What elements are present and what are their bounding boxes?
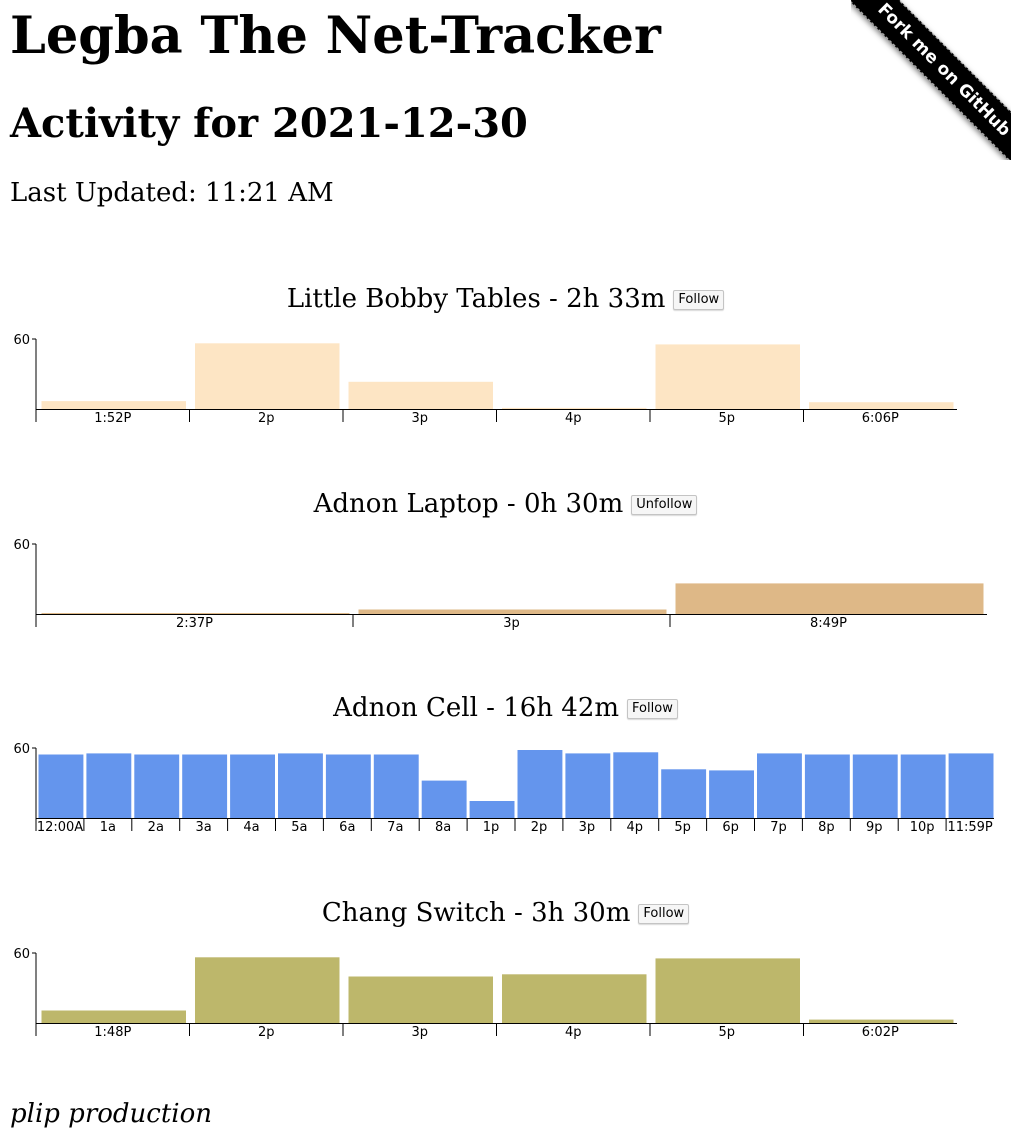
x-tick-label: 5a	[291, 820, 307, 835]
chart-title: Adnon Laptop - 0h 30m Unfollow	[0, 489, 1011, 519]
x-tick-label: 4p	[565, 1025, 582, 1040]
x-tick-label: 10p	[910, 820, 935, 835]
x-tick-label: 4p	[565, 411, 582, 426]
bar	[230, 754, 275, 818]
activity-chart: 60 12:00A 1a 2a 3a 4a 5a 6a 7a 8a 1p 2p 3p 4p 5p 6p 7p 8p…	[13, 742, 994, 835]
chart-title-text: Little Bobby Tables - 2h 33m	[286, 284, 666, 314]
x-tick-label: 1a	[100, 820, 116, 835]
bar	[661, 769, 707, 818]
x-tick-label: 1:52P	[94, 411, 131, 426]
bar	[655, 958, 800, 1023]
bar	[38, 754, 84, 818]
chart-title: Adnon Cell - 16h 42m Follow	[0, 693, 1011, 723]
bar	[948, 753, 994, 818]
last-updated: Last Updated: 11:21 AM	[10, 178, 334, 208]
bar	[852, 754, 898, 818]
chart-title: Chang Switch - 3h 30m Follow	[0, 898, 1011, 928]
bar	[809, 1019, 954, 1023]
chart-title-text: Adnon Laptop - 0h 30m	[313, 489, 624, 519]
bar	[709, 770, 754, 818]
bar	[757, 753, 802, 818]
bar	[86, 753, 132, 818]
fork-github-link[interactable]: Fork me on GitHub	[851, 0, 1011, 160]
bar	[348, 381, 493, 409]
page-title: Activity for 2021-12-30	[10, 100, 528, 147]
x-tick-label: 9p	[866, 820, 883, 835]
x-tick-label: 3p	[503, 616, 520, 631]
bar	[517, 750, 563, 818]
x-tick-label: 1:48P	[94, 1025, 131, 1040]
bar	[655, 344, 800, 409]
bar	[373, 754, 419, 818]
bar	[195, 343, 340, 409]
x-tick-label: 4a	[243, 820, 259, 835]
bar	[41, 1010, 186, 1023]
x-tick-label: 8:49P	[810, 616, 847, 631]
x-tick-label: 8p	[818, 820, 835, 835]
app-title: Legba The Net-Tracker	[10, 6, 661, 66]
y-tick-label: 60	[13, 947, 30, 962]
unfollow-button[interactable]: Unfollow	[631, 495, 698, 515]
x-tick-label: 3a	[195, 820, 211, 835]
footer-text: plip production	[10, 1099, 213, 1129]
x-tick-label: 4p	[627, 820, 644, 835]
bar	[809, 402, 954, 409]
x-tick-label: 6p	[722, 820, 739, 835]
y-tick-label: 60	[13, 538, 30, 553]
chart-title-text: Chang Switch - 3h 30m	[321, 898, 631, 928]
x-tick-label: 2p	[258, 1025, 275, 1040]
x-tick-label: 7a	[387, 820, 403, 835]
bar	[502, 407, 647, 409]
x-tick-label: 5p	[719, 1025, 736, 1040]
x-tick-label: 3p	[412, 411, 429, 426]
x-tick-label: 12:00A	[37, 820, 83, 835]
bar	[325, 754, 371, 818]
follow-button[interactable]: Follow	[638, 904, 690, 924]
bar	[613, 752, 659, 818]
x-tick-label: 7p	[770, 820, 787, 835]
bar	[502, 974, 647, 1023]
bar	[348, 976, 493, 1023]
bar	[195, 957, 340, 1023]
bar	[134, 754, 180, 818]
x-tick-label: 8a	[435, 820, 451, 835]
y-tick-label: 60	[13, 333, 30, 348]
x-tick-label: 5p	[719, 411, 736, 426]
x-tick-label: 1p	[483, 820, 500, 835]
activity-chart: 60 1:52P 2p 3p 4p 5p 6:06P	[13, 333, 957, 426]
github-ribbon-container: Fork me on GitHub	[851, 0, 1011, 160]
bar	[565, 753, 611, 818]
x-tick-label: 2p	[258, 411, 275, 426]
x-tick-label: 2:37P	[176, 616, 213, 631]
x-tick-label: 6:02P	[862, 1025, 899, 1040]
chart-title: Little Bobby Tables - 2h 33m Follow	[0, 284, 1011, 314]
bar	[675, 583, 984, 614]
bar	[421, 780, 467, 818]
bar	[469, 801, 515, 818]
x-tick-label: 6:06P	[862, 411, 899, 426]
follow-button[interactable]: Follow	[627, 699, 678, 719]
bar	[278, 753, 323, 818]
x-tick-label: 3p	[412, 1025, 429, 1040]
follow-button[interactable]: Follow	[673, 290, 725, 310]
activity-chart: 60 2:37P 3p 8:49P	[13, 538, 987, 631]
x-tick-label: 11:59P	[947, 820, 992, 835]
x-tick-label: 2a	[148, 820, 164, 835]
x-tick-label: 2p	[531, 820, 548, 835]
bar	[358, 609, 667, 614]
chart-title-text: Adnon Cell - 16h 42m	[333, 693, 620, 723]
bar	[804, 754, 850, 818]
x-tick-label: 5p	[674, 820, 691, 835]
x-tick-label: 6a	[339, 820, 355, 835]
activity-chart: 60 1:48P 2p 3p 4p 5p 6:02P	[13, 947, 957, 1040]
bar	[41, 613, 350, 614]
bar	[41, 401, 186, 409]
y-tick-label: 60	[13, 742, 30, 757]
x-tick-label: 3p	[579, 820, 596, 835]
bar	[900, 754, 946, 818]
bar	[182, 754, 228, 818]
